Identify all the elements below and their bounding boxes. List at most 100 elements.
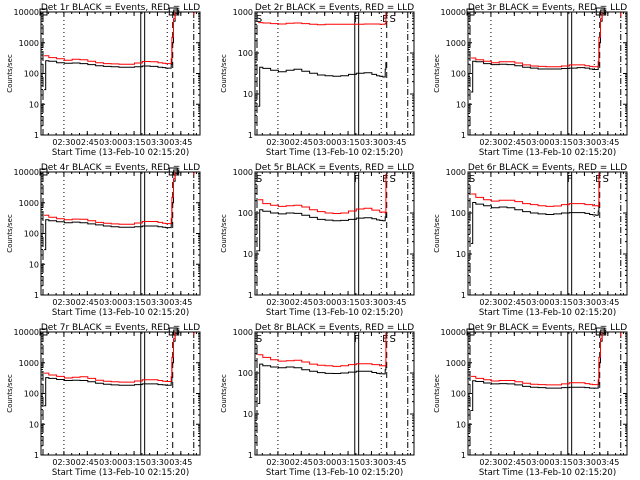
y-tick-label: 100 — [238, 49, 253, 58]
y-tick-label: 10000 — [14, 168, 39, 177]
y-tick-label: 10000 — [14, 328, 39, 337]
y-tick-label: 1 — [248, 451, 253, 460]
x-tick-label: 03:00 — [526, 138, 549, 147]
x-axis-label: Start Time (13-Feb-10 02:15:20) — [266, 148, 403, 158]
x-tick-label: 03:45 — [169, 458, 192, 467]
x-tick-label: 03:00 — [313, 298, 336, 307]
plot-frame — [40, 11, 201, 136]
marker-label: S — [390, 174, 396, 185]
panel-title: Det 1r BLACK = Events, RED = LLD — [41, 3, 200, 13]
x-tick-label: 02:45 — [290, 298, 313, 307]
y-axis-label: Counts/sec — [220, 374, 228, 413]
y-axis-label: Counts/sec — [433, 54, 441, 93]
y-tick-label: 10 — [456, 250, 466, 259]
x-tick-label: 03:45 — [596, 298, 619, 307]
y-tick-label: 1000 — [19, 359, 39, 368]
x-axis-label: Start Time (13-Feb-10 02:15:20) — [266, 468, 403, 478]
x-axis-label: Start Time (13-Feb-10 02:15:20) — [52, 308, 189, 318]
y-axis-label: Counts/sec — [6, 54, 14, 93]
plot-frame — [467, 11, 628, 136]
x-tick-label: 02:45 — [290, 138, 313, 147]
y-tick-label: 100 — [238, 369, 253, 378]
x-tick-label: 03:45 — [596, 138, 619, 147]
x-tick-label: 03:15 — [550, 138, 573, 147]
x-tick-label: 02:30 — [52, 298, 75, 307]
series-line-lld — [258, 173, 387, 214]
x-tick-label: 03:15 — [123, 138, 146, 147]
y-tick-label: 1 — [461, 451, 466, 460]
x-tick-label: 03:15 — [337, 298, 360, 307]
x-tick-label: 02:30 — [266, 298, 289, 307]
y-tick-label: 10 — [243, 250, 253, 259]
x-tick-label: 02:45 — [290, 458, 313, 467]
series-line-lld — [471, 11, 622, 68]
y-tick-label: 10 — [456, 420, 466, 429]
series-line-events — [44, 11, 195, 91]
x-tick-label: 02:30 — [52, 458, 75, 467]
y-axis-label: Counts/sec — [6, 374, 14, 413]
x-tick-label: 03:45 — [169, 298, 192, 307]
x-tick-label: 02:30 — [266, 138, 289, 147]
y-tick-label: 100 — [24, 390, 39, 399]
x-tick-label: 02:45 — [76, 138, 99, 147]
series-line-lld — [471, 331, 622, 386]
marker-label: S — [390, 14, 396, 25]
x-tick-label: 03:15 — [337, 138, 360, 147]
detector-panel-1: Det 1r BLACK = Events, RED = LLD 1 10 100 10… — [6, 3, 201, 158]
x-tick-label: 03:15 — [123, 298, 146, 307]
y-tick-label: 100 — [24, 230, 39, 239]
y-tick-label: 1000 — [233, 8, 253, 17]
marker-label: S — [390, 334, 396, 345]
x-axis-label: Start Time (13-Feb-10 02:15:20) — [479, 148, 616, 158]
detector-panel-3: Det 3r BLACK = Events, RED = LLD 1 10 100 10… — [433, 3, 628, 158]
series-line-lld — [44, 171, 195, 225]
series-line-events — [471, 200, 600, 244]
marker-label: E — [595, 174, 601, 185]
x-axis-label: Start Time (13-Feb-10 02:15:20) — [479, 308, 616, 318]
panel-title: Det 8r BLACK = Events, RED = LLD — [255, 323, 414, 333]
y-tick-label: 100 — [451, 70, 466, 79]
y-tick-label: 10 — [456, 100, 466, 109]
x-tick-label: 03:00 — [313, 458, 336, 467]
x-tick-label: 03:45 — [169, 138, 192, 147]
y-tick-label: 100 — [238, 209, 253, 218]
marker-label: S — [469, 174, 475, 185]
x-axis-label: Start Time (13-Feb-10 02:15:20) — [52, 468, 189, 478]
x-tick-label: 03:15 — [550, 458, 573, 467]
x-axis-label: Start Time (13-Feb-10 02:15:20) — [266, 308, 403, 318]
x-tick-label: 03:45 — [383, 458, 406, 467]
x-tick-label: 02:30 — [266, 458, 289, 467]
series-line-events — [258, 62, 387, 107]
y-tick-label: 100 — [451, 209, 466, 218]
marker-label: S — [256, 334, 262, 345]
plot-frame — [254, 171, 415, 296]
y-tick-label: 100 — [451, 390, 466, 399]
marker-label: E — [382, 334, 388, 345]
marker-label: E — [382, 174, 388, 185]
panel-title: Det 3r BLACK = Events, RED = LLD — [468, 3, 627, 13]
x-tick-label: 02:45 — [76, 298, 99, 307]
series-line-events — [471, 331, 622, 411]
panel-title: Det 2r BLACK = Events, RED = LLD — [255, 3, 414, 13]
y-tick-label: 1000 — [446, 168, 466, 177]
x-tick-label: 03:00 — [526, 458, 549, 467]
y-tick-label: 100 — [24, 70, 39, 79]
y-tick-label: 1000 — [233, 168, 253, 177]
x-tick-label: 02:45 — [76, 458, 99, 467]
marker-label: F — [354, 334, 360, 345]
marker-label: S — [256, 14, 262, 25]
y-axis-label: Counts/sec — [6, 214, 14, 253]
y-tick-label: 1 — [461, 131, 466, 140]
y-tick-label: 1 — [34, 451, 39, 460]
y-tick-label: 10 — [243, 410, 253, 419]
marker-label: S — [603, 174, 609, 185]
y-tick-label: 1 — [34, 131, 39, 140]
x-tick-label: 02:30 — [479, 298, 502, 307]
series-line-events — [258, 209, 387, 252]
marker-label: F — [354, 174, 360, 185]
panel-title: Det 5r BLACK = Events, RED = LLD — [255, 163, 414, 173]
